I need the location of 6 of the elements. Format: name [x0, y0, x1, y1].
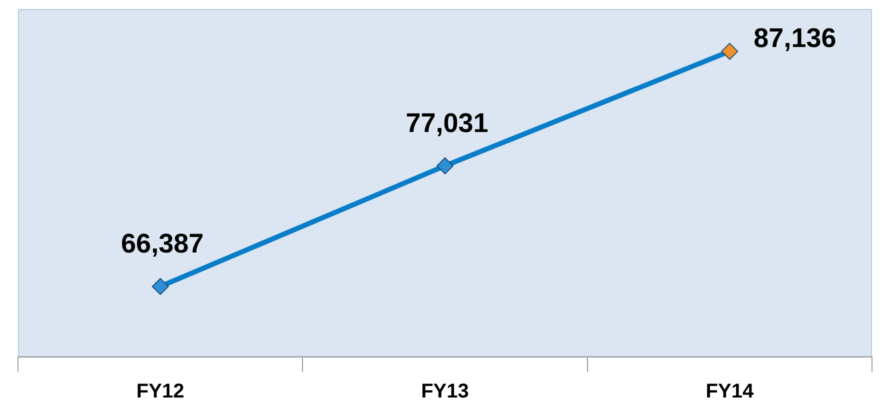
- x-tick-label: FY14: [706, 380, 754, 403]
- data-label: 66,387: [121, 228, 204, 258]
- x-tick-label: FY12: [136, 380, 184, 403]
- data-label: 87,136: [754, 22, 836, 53]
- data-label: 77,031: [406, 108, 488, 138]
- x-tick-label: FY13: [421, 380, 469, 403]
